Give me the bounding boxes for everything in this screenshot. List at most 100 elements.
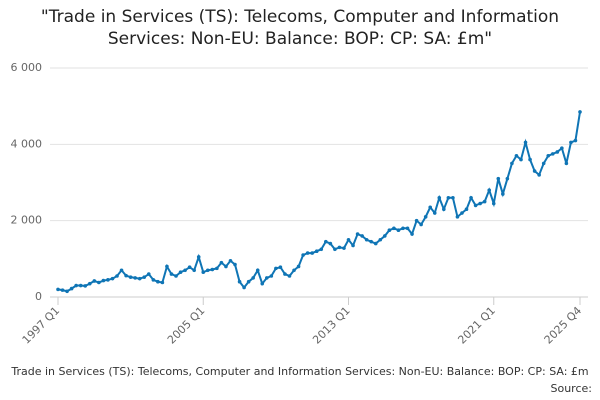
data-point (333, 247, 337, 252)
data-point (237, 279, 242, 284)
data-point (396, 228, 401, 233)
data-point (550, 152, 555, 156)
data-point (573, 138, 578, 143)
data-point (482, 199, 487, 204)
data-point (242, 285, 246, 290)
y-tick-label: 6 000 (11, 61, 43, 74)
data-point (233, 262, 237, 267)
data-point (351, 243, 355, 248)
data-point (146, 272, 151, 276)
data-point (496, 176, 501, 181)
data-point (564, 161, 569, 166)
data-point (83, 284, 88, 288)
data-point (405, 226, 410, 231)
data-point (65, 289, 69, 294)
data-point (219, 260, 224, 265)
data-point (428, 205, 433, 210)
x-tick-label: 2025 Q4 (542, 304, 585, 347)
data-point (364, 237, 369, 242)
data-point (523, 140, 528, 145)
data-point (392, 226, 396, 231)
data-point (328, 241, 333, 246)
data-point (387, 228, 392, 233)
data-point (265, 276, 269, 280)
data-point (491, 201, 496, 206)
data-point (546, 153, 551, 158)
data-point (301, 253, 305, 257)
data-point (165, 264, 169, 269)
data-point (115, 274, 119, 278)
data-point (278, 265, 283, 270)
data-point (156, 279, 160, 284)
data-point (337, 245, 342, 250)
data-point (92, 279, 97, 283)
data-point (110, 276, 115, 281)
data-point (205, 268, 210, 273)
data-point (360, 234, 364, 238)
data-point (555, 150, 560, 154)
data-point (178, 270, 183, 274)
data-point (451, 195, 455, 200)
data-point (423, 215, 428, 219)
data-point (183, 268, 187, 273)
data-point (269, 274, 274, 278)
data-point (296, 264, 301, 269)
data-point (346, 237, 351, 242)
data-point (473, 203, 478, 208)
data-point (410, 232, 414, 236)
y-tick-label: 2 000 (11, 214, 43, 227)
data-point (342, 246, 346, 250)
data-point (74, 283, 78, 288)
data-point (137, 276, 142, 281)
data-point (460, 211, 464, 215)
data-point (378, 237, 383, 242)
data-point (401, 226, 405, 231)
data-point (246, 279, 251, 284)
data-point (464, 207, 469, 212)
data-point (101, 278, 106, 283)
data-point (196, 255, 201, 259)
data-point (87, 281, 92, 286)
data-point (569, 140, 573, 145)
data-point (305, 251, 310, 255)
data-point (56, 287, 60, 292)
data-point (437, 195, 442, 200)
data-point (537, 173, 541, 177)
data-point (142, 275, 147, 279)
x-tick-label: 2013 Q1 (310, 304, 353, 347)
legend-label: Trade in Services (TS): Telecoms, Comput… (10, 365, 588, 378)
data-point (310, 251, 314, 255)
data-point (314, 249, 319, 253)
data-point (442, 207, 446, 212)
data-point (432, 211, 437, 215)
data-point (287, 274, 292, 278)
data-point (192, 268, 196, 273)
data-point (133, 276, 137, 280)
data-point (560, 146, 564, 150)
data-point (373, 241, 378, 246)
data-point (469, 195, 473, 200)
data-point (519, 157, 523, 162)
data-point (78, 283, 83, 288)
data-point (487, 188, 492, 192)
data-point (324, 239, 328, 244)
data-point (160, 280, 165, 285)
chart-title: "Trade in Services (TS): Telecoms, Compu… (40, 7, 560, 49)
data-point (578, 110, 582, 114)
data-point (201, 270, 206, 274)
source-label: Source: (551, 382, 593, 395)
data-point (292, 268, 296, 273)
data-point (478, 201, 482, 206)
data-point (274, 266, 278, 271)
data-point (224, 264, 228, 269)
data-point (210, 267, 215, 272)
data-point (319, 247, 324, 252)
data-point (97, 280, 101, 285)
data-point (60, 288, 65, 292)
data-point (501, 192, 505, 196)
data-point (355, 232, 360, 236)
y-tick-label: 4 000 (11, 137, 43, 150)
data-point (383, 234, 387, 238)
